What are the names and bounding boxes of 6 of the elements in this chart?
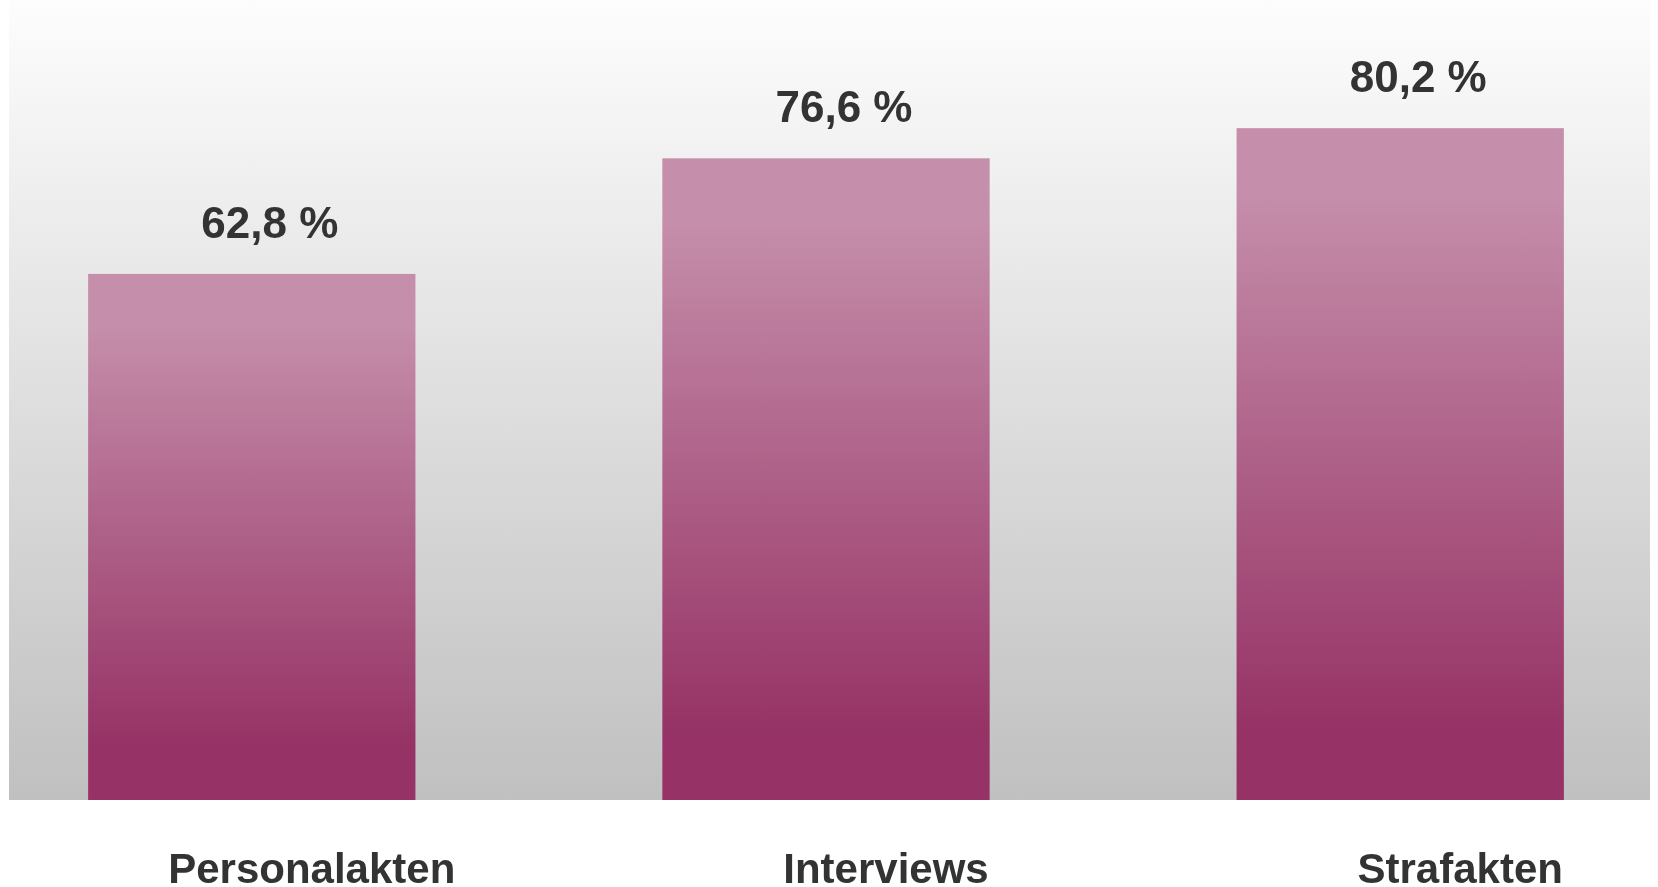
data-label: 76,6 % <box>775 82 913 132</box>
x-tick-label: Interviews <box>783 845 989 887</box>
data-label: 80,2 % <box>1349 52 1487 102</box>
x-tick-label: Strafakten <box>1357 845 1563 887</box>
x-tick-label: Personalakten <box>168 845 456 887</box>
data-label: 62,8 % <box>201 197 339 247</box>
